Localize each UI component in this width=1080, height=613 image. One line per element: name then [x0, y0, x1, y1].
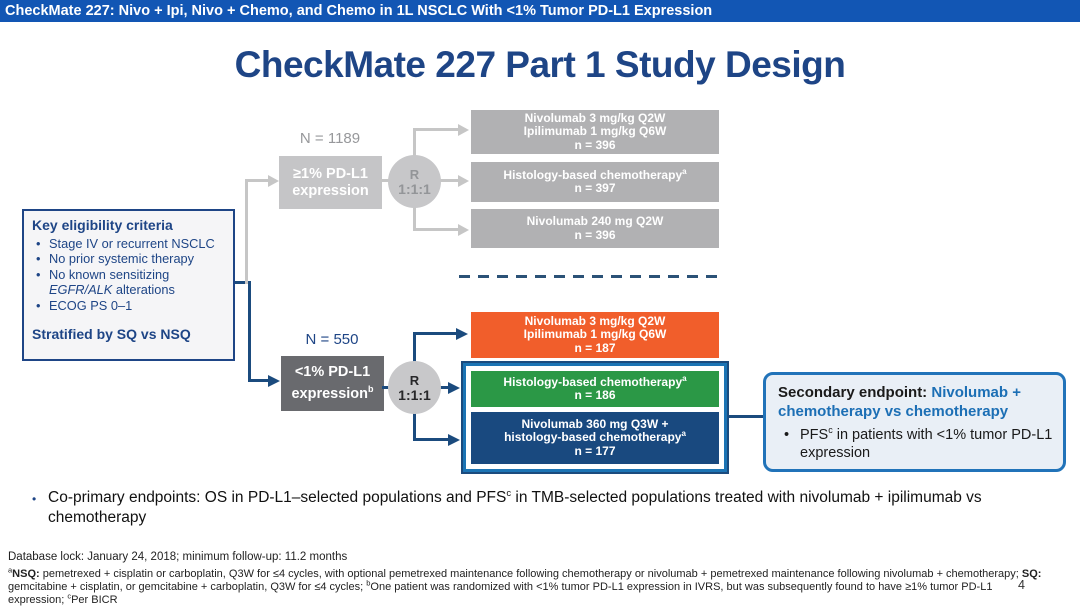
database-lock-note: Database lock: January 24, 2018; minimum…: [8, 551, 348, 563]
footnote-nsq-label: NSQ:: [12, 568, 40, 580]
connector-to-low-arm: [248, 379, 269, 382]
high-branch-vertical-down: [413, 206, 416, 231]
eligibility-criteria-box: Key eligibility criteria Stage IV or rec…: [22, 209, 235, 361]
high-pdl1-group-box: ≥1% PD-L1 expression: [279, 156, 382, 209]
randomization-circle-low: R 1:1:1: [388, 361, 441, 414]
eligibility-item: No known sensitizing EGFR/ALK alteration…: [36, 267, 227, 298]
treatment-box-nivo-ipi-low: Nivolumab 3 mg/kg Q2W Ipilimumab 1 mg/kg…: [471, 312, 719, 358]
eligibility-item: ECOG PS 0–1: [36, 298, 227, 314]
slide-header-title: CheckMate 227: Nivo + Ipi, Nivo + Chemo,…: [5, 3, 713, 19]
treatment-box-chemo-low: Histology-based chemotherapya n = 186: [471, 371, 719, 407]
eligibility-item: No prior systemic therapy: [36, 251, 227, 267]
arrowhead-low-top: [456, 328, 468, 340]
connector-to-secondary-box: [729, 415, 763, 418]
page-title: CheckMate 227 Part 1 Study Design: [234, 44, 846, 85]
low-branch-vertical-up: [413, 332, 416, 364]
treatment-box-chemo-high: Histology-based chemotherapya n = 397: [471, 162, 719, 202]
high-branch-mid: [438, 179, 459, 182]
treatment-box-nivo-mono-high: Nivolumab 240 mg Q2W n = 396: [471, 209, 719, 248]
connector-group-to-r-high: [379, 179, 393, 182]
connector-elig-stem: [235, 281, 251, 284]
connector-branch-up: [245, 180, 248, 284]
low-branch-vertical-down: [413, 412, 416, 441]
footnotes: aNSQ: pemetrexed + cisplatin or carbopla…: [8, 565, 1042, 606]
slide-header-bar: CheckMate 227: Nivo + Ipi, Nivo + Chemo,…: [0, 0, 1080, 22]
secondary-endpoint-bullet: PFSc in patients with <1% tumor PD-L1 ex…: [778, 426, 1053, 462]
secondary-endpoint-box: Secondary endpoint: Nivolumab + chemothe…: [763, 372, 1066, 472]
high-branch-top: [413, 128, 459, 131]
secondary-endpoint-highlight: Nivolumab + chemotherapy vs chemotherapy: [778, 384, 1021, 420]
secondary-comparison-inner: Histology-based chemotherapya n = 186 Ni…: [463, 363, 727, 472]
low-pdl1-group-box: <1% PD-L1 expressionb: [281, 356, 384, 411]
treatment-box-nivo-ipi-high: Nivolumab 3 mg/kg Q2W Ipilimumab 1 mg/kg…: [471, 110, 719, 154]
connector-branch-down: [248, 281, 251, 381]
connector-to-high-arm: [245, 179, 269, 182]
arrowhead-low-bottom: [448, 434, 460, 446]
secondary-comparison-outline: Histology-based chemotherapya n = 186 Ni…: [461, 361, 729, 474]
coprimary-endpoints-bullet: Co-primary endpoints: OS in PD-L1–select…: [28, 488, 1056, 527]
low-branch-mid: [438, 386, 450, 389]
high-branch-vertical-up: [413, 128, 416, 158]
low-arm-n-label: N = 550: [305, 331, 359, 348]
arrowhead-high-arm: [268, 175, 279, 187]
eligibility-title: Key eligibility criteria: [32, 217, 173, 233]
randomization-circle-high: R 1:1:1: [388, 155, 441, 208]
gene-names: EGFR/ALK: [49, 282, 113, 297]
treatment-box-nivo-chemo-low: Nivolumab 360 mg Q3W + histology-based c…: [471, 412, 719, 464]
arrowhead-high-top: [458, 124, 469, 136]
high-branch-bottom: [413, 228, 459, 231]
arrowhead-low-mid: [448, 382, 460, 394]
page-number: 4: [1018, 578, 1025, 592]
arrowhead-high-bottom: [458, 224, 469, 236]
eligibility-item: Stage IV or recurrent NSCLC: [36, 236, 227, 252]
arrowhead-high-mid: [458, 175, 469, 187]
dashed-separator: [459, 275, 723, 278]
low-branch-top: [413, 332, 457, 335]
low-branch-bottom: [413, 438, 449, 441]
eligibility-list: Stage IV or recurrent NSCLC No prior sys…: [32, 236, 227, 314]
arrowhead-low-arm: [268, 375, 280, 387]
high-arm-n-label: N = 1189: [299, 130, 361, 147]
secondary-endpoint-title: Secondary endpoint: Nivolumab + chemothe…: [778, 384, 1021, 420]
footnote-sq-label: SQ:: [1021, 568, 1042, 580]
stratification-note: Stratified by SQ vs NSQ: [32, 326, 191, 342]
